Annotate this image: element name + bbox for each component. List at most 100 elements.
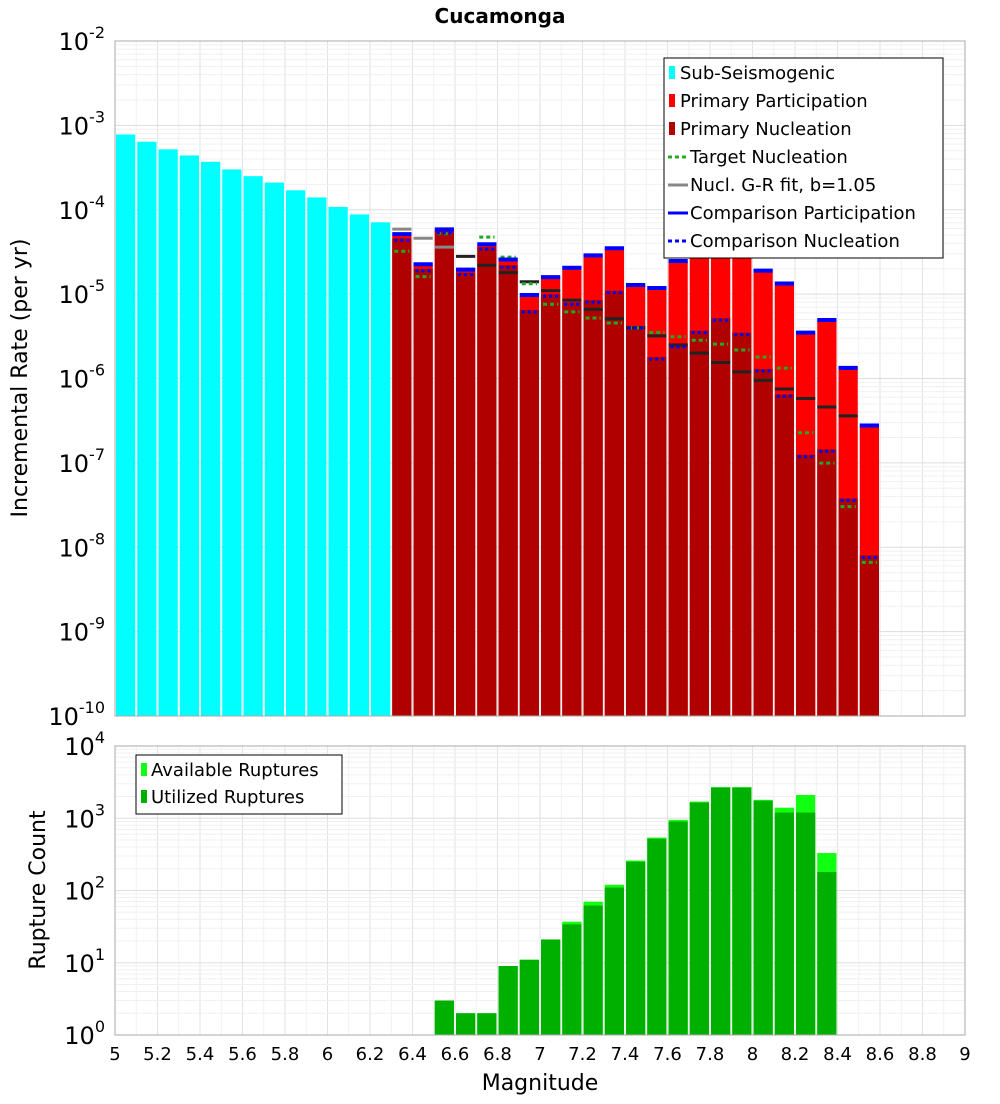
tick-base: 10 <box>59 366 90 394</box>
legend-label: Comparison Participation <box>690 203 916 224</box>
legend-swatch-bar <box>669 66 675 79</box>
bottom-y-tick-label: 101 <box>64 945 105 978</box>
tick-base: 10 <box>59 619 90 647</box>
x-tick-label: 6.2 <box>356 1044 385 1065</box>
utilized-ruptures-bar <box>477 1013 497 1035</box>
x-tick-label: 7.2 <box>568 1044 597 1065</box>
sub-seismogenic-bar <box>243 176 263 716</box>
utilized-ruptures-bar <box>711 787 731 1035</box>
sub-seismogenic-bar <box>371 222 391 716</box>
nucleation-bar <box>711 318 731 716</box>
nucleation-bar <box>583 300 603 716</box>
sub-seismogenic-bar <box>137 141 157 716</box>
sub-seismogenic-bar <box>158 149 178 716</box>
bottom-legend-items: Available Ruptures Utilized Ruptures <box>141 760 319 808</box>
x-tick-label: 5 <box>109 1044 120 1065</box>
tick-base: 10 <box>59 112 90 140</box>
nucleation-bar <box>456 272 476 716</box>
x-tick-label: 8.8 <box>908 1044 937 1065</box>
nucleation-bar <box>434 230 454 716</box>
tick-exponent: -3 <box>89 107 105 126</box>
nucleation-bar <box>817 449 837 716</box>
utilized-ruptures-bar <box>456 1013 476 1035</box>
top-y-tick-label: 10-5 <box>59 276 106 309</box>
tick-base: 10 <box>64 733 95 761</box>
utilized-ruptures-bar <box>689 802 709 1035</box>
legend-swatch-bar <box>669 94 675 107</box>
top-y-tick-label: 10-9 <box>59 614 106 647</box>
x-tick-label: 6.8 <box>483 1044 512 1065</box>
bottom-panel-bars <box>434 787 837 1035</box>
utilized-ruptures-bar <box>519 959 539 1035</box>
nucleation-bar <box>859 555 879 716</box>
sub-seismogenic-bar <box>307 197 327 717</box>
nucleation-bar <box>519 309 539 716</box>
x-tick-label: 8.2 <box>781 1044 810 1065</box>
legend-label: Primary Nucleation <box>680 119 852 140</box>
sub-seismogenic-bar <box>201 161 221 716</box>
nucleation-bar <box>541 294 561 716</box>
top-legend-box <box>663 57 944 259</box>
sub-seismogenic-bar <box>116 134 136 717</box>
chart-title: Cucamonga <box>435 4 566 28</box>
tick-base: 10 <box>59 534 90 562</box>
x-tick-label: 5.2 <box>143 1044 172 1065</box>
sub-seismogenic-bar <box>328 206 348 716</box>
top-y-tick-label: 10-3 <box>59 107 106 140</box>
utilized-ruptures-bar <box>732 787 752 1035</box>
legend-label: Target Nucleation <box>689 147 848 168</box>
x-tick-label: 5.8 <box>271 1044 300 1065</box>
top-y-tick-label: 10-7 <box>59 445 106 478</box>
utilized-ruptures-bar <box>583 905 603 1035</box>
nucleation-bar <box>562 302 582 716</box>
tick-exponent: 0 <box>95 1017 105 1036</box>
utilized-ruptures-bar <box>796 812 816 1035</box>
legend-label: Available Ruptures <box>151 760 319 781</box>
bottom-y-tick-label: 103 <box>64 800 105 833</box>
nucleation-bar <box>753 368 773 716</box>
x-tick-label: 5.4 <box>186 1044 215 1065</box>
nucleation-bar <box>689 330 709 716</box>
bottom-y-tick-label: 100 <box>64 1017 105 1050</box>
x-tick-label: 8.4 <box>823 1044 852 1065</box>
bottom-panel-x-ticks: 5 5.2 5.4 5.6 5.8 6 6.2 6.4 6.6 6.8 7 7.2 7.4 7.6 7.8 8… <box>109 1044 970 1065</box>
tick-exponent: -4 <box>89 192 105 211</box>
sub-seismogenic-bar <box>222 169 242 716</box>
nucleation-bar <box>668 344 688 716</box>
nucleation-bar <box>413 268 433 716</box>
legend-label: Comparison Nucleation <box>690 231 900 252</box>
nucleation-bar <box>477 247 497 716</box>
top-panel-overlay-lines <box>392 227 879 564</box>
top-y-tick-label: 10-10 <box>48 698 105 731</box>
nucleation-bar <box>626 325 646 716</box>
bottom-y-axis-label: Rupture Count <box>26 810 51 970</box>
top-legend: Sub-Seismogenic Primary Participation Prim… <box>663 57 944 259</box>
top-y-tick-label: 10-6 <box>59 361 106 394</box>
utilized-ruptures-bar <box>562 924 582 1035</box>
sub-seismogenic-bar <box>179 155 199 716</box>
tick-base: 10 <box>64 1022 95 1050</box>
legend-label: Primary Participation <box>680 91 868 112</box>
x-tick-label: 7.4 <box>611 1044 640 1065</box>
tick-exponent: 2 <box>95 873 105 892</box>
x-tick-label: 8.6 <box>866 1044 895 1065</box>
tick-exponent: -8 <box>89 529 105 548</box>
utilized-ruptures-bar <box>817 872 837 1035</box>
nucleation-bar <box>498 265 518 716</box>
top-panel-bars <box>116 134 879 717</box>
top-y-tick-label: 10-2 <box>59 23 106 56</box>
x-tick-label: 6.4 <box>398 1044 427 1065</box>
tick-base: 10 <box>59 281 90 309</box>
utilized-ruptures-bar <box>647 838 667 1035</box>
x-tick-label: 6.6 <box>441 1044 470 1065</box>
nucleation-bar <box>838 498 858 716</box>
tick-base: 10 <box>64 878 95 906</box>
legend-label: Sub-Seismogenic <box>680 63 835 84</box>
utilized-ruptures-bar <box>541 939 561 1035</box>
top-y-tick-label: 10-8 <box>59 529 106 562</box>
legend-swatch-bar <box>141 790 147 803</box>
x-tick-label: 7.6 <box>653 1044 682 1065</box>
top-panel-frame <box>114 40 966 717</box>
